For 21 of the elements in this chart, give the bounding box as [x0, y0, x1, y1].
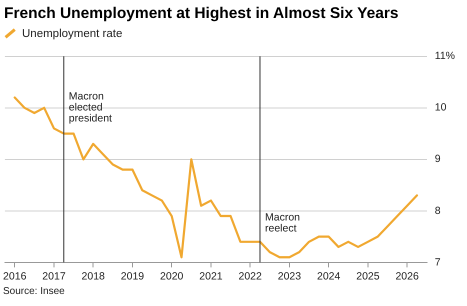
y-tick-label: 11%: [434, 50, 456, 62]
x-tick-label: 2026: [395, 270, 419, 283]
y-tick-label: 9: [434, 153, 441, 166]
x-tick-label: 2017: [42, 270, 66, 283]
x-tick-label: 2018: [82, 270, 106, 283]
ref-line-label: Macron reelect: [264, 212, 300, 235]
chart-title: French Unemployment at Highest in Almost Six Years: [3, 4, 400, 24]
x-tick-label: 2016: [3, 270, 27, 283]
y-tick-label: 8: [434, 204, 441, 217]
legend-label: Unemployment rate: [21, 26, 124, 42]
x-tick-label: 2021: [199, 270, 223, 283]
x-tick-label: 2020: [160, 270, 184, 283]
x-tick-label: 2025: [356, 270, 380, 283]
x-tick-label: 2024: [316, 270, 340, 283]
x-tick-label: 2023: [278, 270, 302, 283]
x-tick-label: 2019: [120, 270, 144, 283]
y-tick-label: 10: [434, 102, 447, 114]
x-tick-label: 2022: [238, 270, 262, 283]
source-note: Source: Insee: [2, 286, 66, 297]
ref-line-label: Macron elected president: [68, 90, 112, 124]
y-tick-label: 7: [434, 256, 441, 268]
